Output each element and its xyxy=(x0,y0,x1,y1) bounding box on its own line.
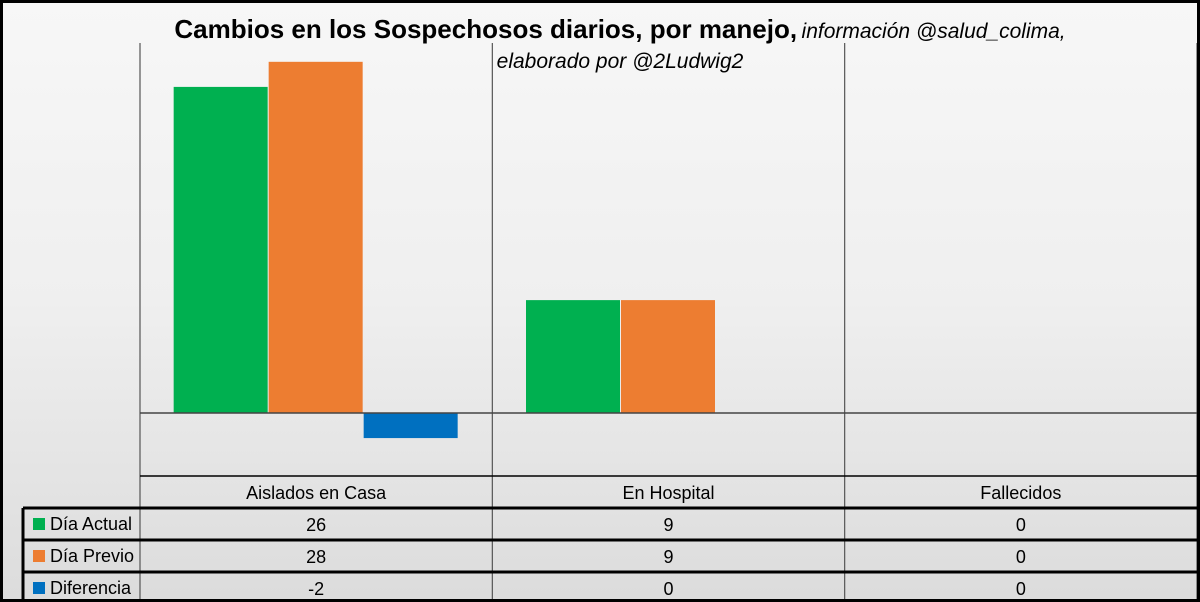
data-table-value: 0 xyxy=(1016,547,1026,567)
legend-label: Día Actual xyxy=(50,514,132,534)
category-label: Aislados en Casa xyxy=(246,483,387,503)
legend-label: Día Previo xyxy=(50,546,134,566)
bar-chart: Aislados en Casa En Hospital Fallecidos Día… xyxy=(21,43,1197,599)
data-table-value: 0 xyxy=(663,579,673,599)
chart-title: Cambios en los Sospechosos diarios, por … xyxy=(174,14,798,44)
legend-swatch xyxy=(33,550,45,562)
chart-subtitle-line1: información @salud_colima, xyxy=(801,20,1066,43)
legend-label: Diferencia xyxy=(50,578,132,598)
legend-swatch xyxy=(33,518,45,530)
category-label: En Hospital xyxy=(622,483,714,503)
data-table-value: 0 xyxy=(1016,515,1026,535)
bar xyxy=(363,413,458,439)
bar xyxy=(526,300,620,413)
data-table-value: 9 xyxy=(663,547,673,567)
data-table-value: 0 xyxy=(1016,579,1026,599)
data-table-value: 26 xyxy=(306,515,326,535)
legend-swatch xyxy=(33,582,45,594)
chart-title-block: Cambios en los Sospechosos diarios, por … xyxy=(3,11,1197,77)
bar xyxy=(621,300,715,413)
data-table-value: 9 xyxy=(663,515,673,535)
bar xyxy=(268,61,363,413)
chart-subtitle-line2: elaborado por @2Ludwig2 xyxy=(496,50,744,74)
bar xyxy=(173,86,268,413)
data-table-value: -2 xyxy=(308,579,324,599)
data-table-value: 28 xyxy=(306,547,326,567)
category-label: Fallecidos xyxy=(980,483,1061,503)
